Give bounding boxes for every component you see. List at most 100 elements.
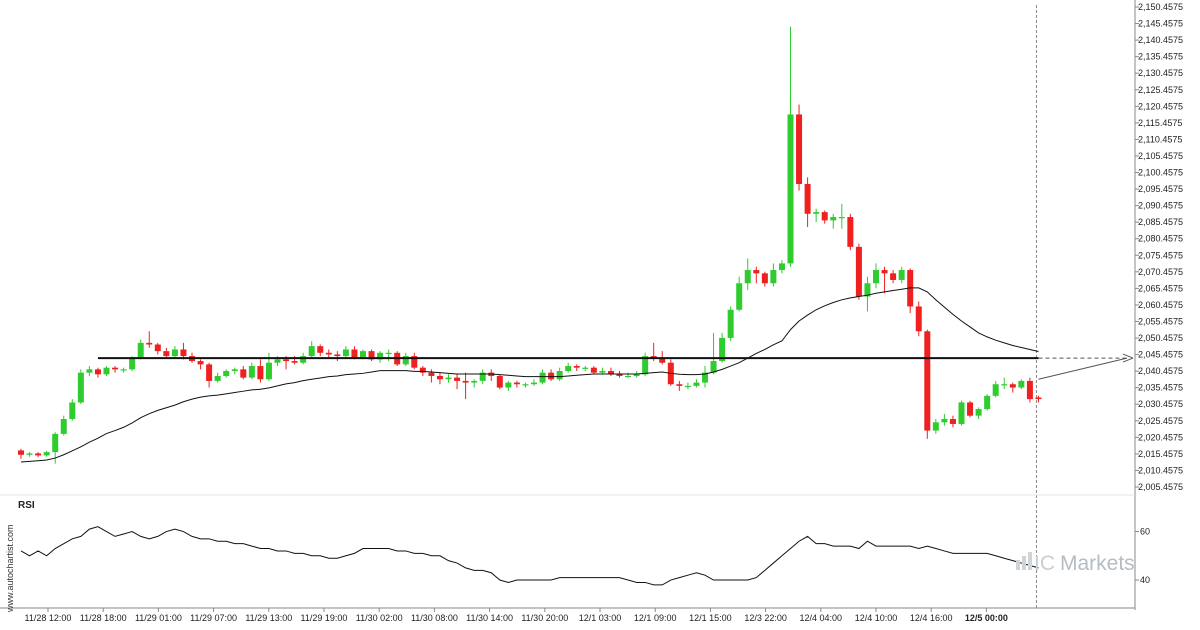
candle-body <box>479 372 486 381</box>
time-tick-label: 12/5 00:00 <box>965 613 1008 623</box>
candle <box>137 339 144 360</box>
candle-body <box>890 273 897 280</box>
candle <box>967 400 974 418</box>
price-tick-label: 2,135.4575 <box>1138 52 1183 62</box>
price-tick-label: 2,040.4575 <box>1138 366 1183 376</box>
candle-body <box>223 370 230 376</box>
time-tick-label: 12/1 09:00 <box>634 613 677 623</box>
candle <box>770 263 777 287</box>
candle-body <box>317 346 324 353</box>
logo-mark-bar-1 <box>1016 560 1020 570</box>
price-tick-label: 2,005.4575 <box>1138 482 1183 492</box>
price-tick-label: 2,075.4575 <box>1138 250 1183 260</box>
logo-text-ic: IC <box>1034 552 1055 575</box>
time-tick-label: 12/4 16:00 <box>910 613 953 623</box>
candle <box>163 347 170 358</box>
candle <box>804 177 811 227</box>
candle <box>984 394 991 411</box>
rsi-panel: 60 40 <box>0 494 1150 586</box>
candle <box>676 380 683 391</box>
rsi-line <box>20 526 1039 586</box>
candle-body <box>171 349 178 357</box>
candle-body <box>513 382 520 385</box>
candle-body <box>248 366 255 378</box>
candle-body <box>86 369 93 373</box>
candle-body <box>847 217 854 247</box>
candle <box>411 352 418 370</box>
candle-body <box>539 372 546 383</box>
candle-body <box>830 217 837 221</box>
candle-body <box>932 422 939 431</box>
candle <box>958 400 965 426</box>
candle <box>231 367 238 375</box>
candle-body <box>975 409 982 416</box>
candle <box>941 414 948 426</box>
candle-body <box>522 384 529 386</box>
candle <box>103 366 110 376</box>
candle-body <box>112 367 119 370</box>
candle-body <box>881 270 888 274</box>
candle-body <box>428 372 435 376</box>
candle-body <box>607 370 614 375</box>
candle <box>94 367 101 378</box>
candle <box>907 268 914 314</box>
candle <box>223 369 230 378</box>
time-tick-label: 11/30 20:00 <box>521 613 568 623</box>
candle <box>565 362 572 373</box>
candle-body <box>949 418 956 424</box>
candle-body <box>616 374 623 376</box>
rsi-title: RSI <box>18 500 35 511</box>
candle <box>197 359 204 370</box>
candle <box>1001 377 1008 390</box>
candle <box>642 352 649 376</box>
price-tick-label: 2,150.4575 <box>1138 2 1183 12</box>
candle-body <box>1018 380 1025 388</box>
candle-body <box>599 370 606 373</box>
candle-body <box>120 369 127 371</box>
candle-body <box>206 364 213 381</box>
price-tick-label: 2,035.4575 <box>1138 383 1183 393</box>
candle-body <box>265 362 272 380</box>
price-tick-label: 2,010.4575 <box>1138 465 1183 475</box>
candle <box>248 362 255 380</box>
candle-body <box>274 359 281 363</box>
candle-body <box>471 380 478 383</box>
candle-body <box>855 246 862 297</box>
moving-average-line <box>20 287 1039 463</box>
candle <box>864 276 871 312</box>
candle <box>69 399 76 421</box>
projection-arrowhead <box>1122 353 1134 363</box>
time-tick-label: 11/30 02:00 <box>356 613 403 623</box>
candle <box>377 351 384 363</box>
candle-body <box>719 337 726 362</box>
candle-body <box>967 402 974 416</box>
candle-body <box>411 356 418 368</box>
candle-body <box>736 283 743 310</box>
candle-body <box>129 357 136 370</box>
candle <box>342 346 349 358</box>
candle-body <box>154 344 161 352</box>
time-tick-label: 11/30 14:00 <box>466 613 513 623</box>
time-tick-label: 11/28 12:00 <box>25 613 72 623</box>
candle-body <box>556 370 563 380</box>
candle <box>368 349 375 362</box>
candle-body <box>496 375 503 388</box>
candle <box>1009 382 1016 393</box>
candle-body <box>377 352 384 360</box>
candle-body <box>958 402 965 424</box>
candle-body <box>77 372 84 403</box>
candle-body <box>813 212 820 214</box>
candle <box>710 332 717 375</box>
candle <box>992 380 999 398</box>
price-tick-label: 2,030.4575 <box>1138 399 1183 409</box>
price-tick-label: 2,140.4575 <box>1138 35 1183 45</box>
candle <box>180 342 187 360</box>
candle-body <box>137 342 144 358</box>
candle <box>924 329 931 439</box>
candle <box>86 366 93 376</box>
candle <box>385 349 392 362</box>
candle <box>607 367 614 376</box>
candle-body <box>69 402 76 419</box>
price-tick-label: 2,130.4575 <box>1138 68 1183 78</box>
